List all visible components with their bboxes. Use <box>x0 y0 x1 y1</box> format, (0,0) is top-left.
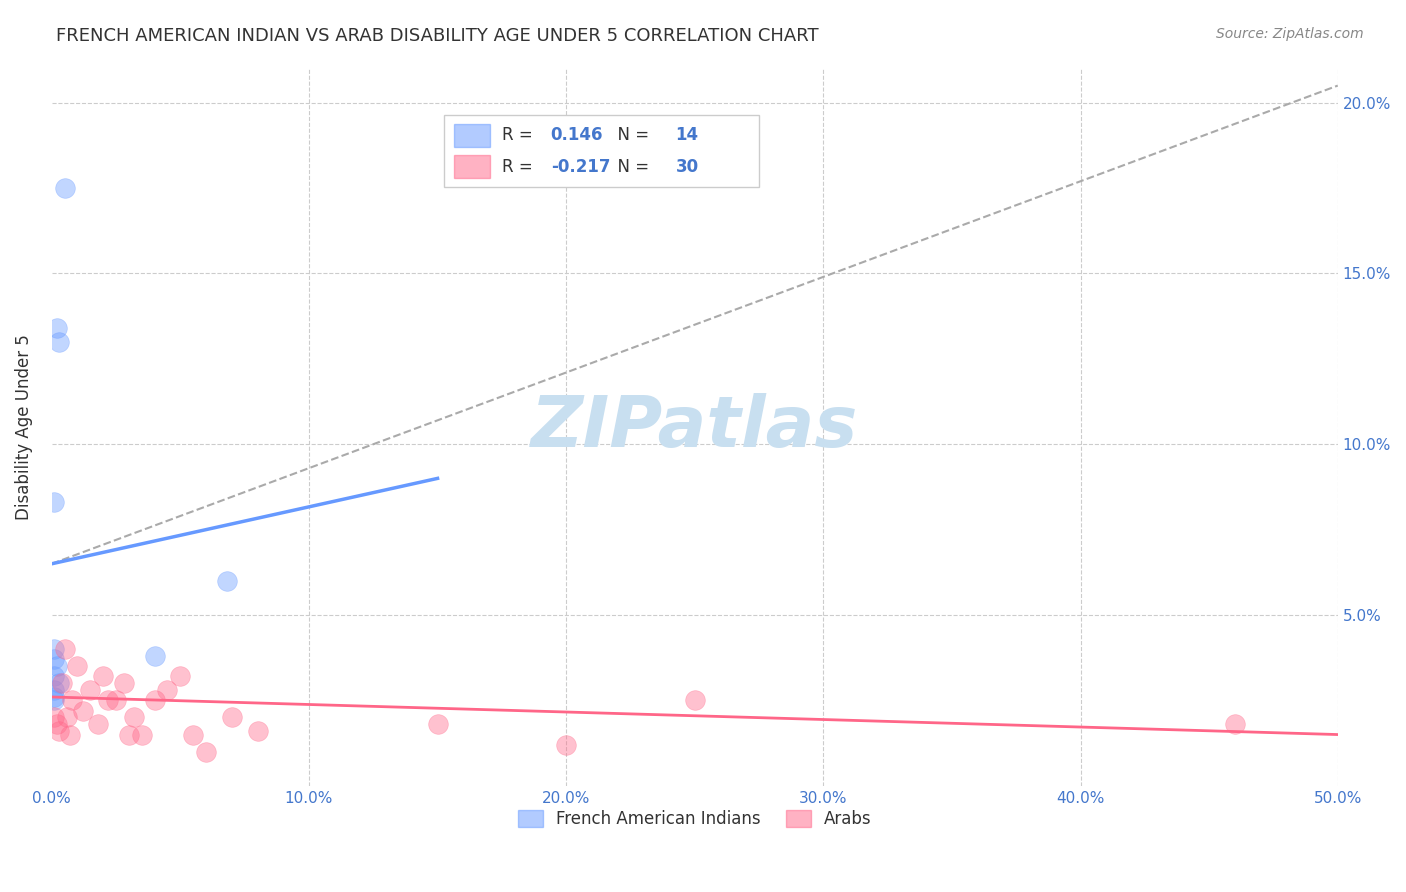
Text: 14: 14 <box>675 127 699 145</box>
Point <box>48 334 70 349</box>
Point <box>131 727 153 741</box>
Text: Source: ZipAtlas.com: Source: ZipAtlas.com <box>1216 27 1364 41</box>
Text: 0.146: 0.146 <box>551 127 603 145</box>
Point <box>48 724 70 739</box>
Point <box>44 669 66 683</box>
Text: N =: N = <box>607 127 655 145</box>
FancyBboxPatch shape <box>454 124 491 147</box>
Point <box>72 704 94 718</box>
Point <box>91 669 114 683</box>
Point <box>60 693 83 707</box>
Point <box>44 683 66 698</box>
Point <box>44 710 66 724</box>
Y-axis label: Disability Age Under 5: Disability Age Under 5 <box>15 334 32 520</box>
Point <box>45 321 67 335</box>
Point <box>59 727 82 741</box>
Point <box>221 710 243 724</box>
FancyBboxPatch shape <box>454 154 491 178</box>
Point <box>156 683 179 698</box>
Point <box>56 710 79 724</box>
Point <box>44 642 66 657</box>
Point <box>122 710 145 724</box>
Text: R =: R = <box>502 127 538 145</box>
Text: R =: R = <box>502 158 538 176</box>
Point <box>118 727 141 741</box>
Point <box>44 652 66 666</box>
Point <box>246 724 269 739</box>
Point <box>143 693 166 707</box>
Text: N =: N = <box>607 158 655 176</box>
FancyBboxPatch shape <box>444 115 759 186</box>
Point <box>555 738 578 752</box>
Point <box>195 745 218 759</box>
Text: -0.217: -0.217 <box>551 158 610 176</box>
Point <box>181 727 204 741</box>
Point <box>1223 717 1246 731</box>
Point <box>51 676 73 690</box>
Point <box>169 669 191 683</box>
Point <box>683 693 706 707</box>
Point <box>53 642 76 657</box>
Point <box>105 693 128 707</box>
Point <box>44 495 66 509</box>
Point <box>45 659 67 673</box>
Point <box>143 648 166 663</box>
Point <box>87 717 110 731</box>
Text: FRENCH AMERICAN INDIAN VS ARAB DISABILITY AGE UNDER 5 CORRELATION CHART: FRENCH AMERICAN INDIAN VS ARAB DISABILIT… <box>56 27 818 45</box>
Point <box>44 693 66 707</box>
Point <box>79 683 101 698</box>
Point <box>45 717 67 731</box>
Point <box>426 717 449 731</box>
Point <box>112 676 135 690</box>
Legend: French American Indians, Arabs: French American Indians, Arabs <box>512 804 879 835</box>
Point <box>53 181 76 195</box>
Point <box>215 574 238 588</box>
Text: 30: 30 <box>675 158 699 176</box>
Text: ZIPatlas: ZIPatlas <box>531 392 859 462</box>
Point <box>44 690 66 704</box>
Point <box>66 659 89 673</box>
Point <box>48 676 70 690</box>
Point <box>97 693 120 707</box>
